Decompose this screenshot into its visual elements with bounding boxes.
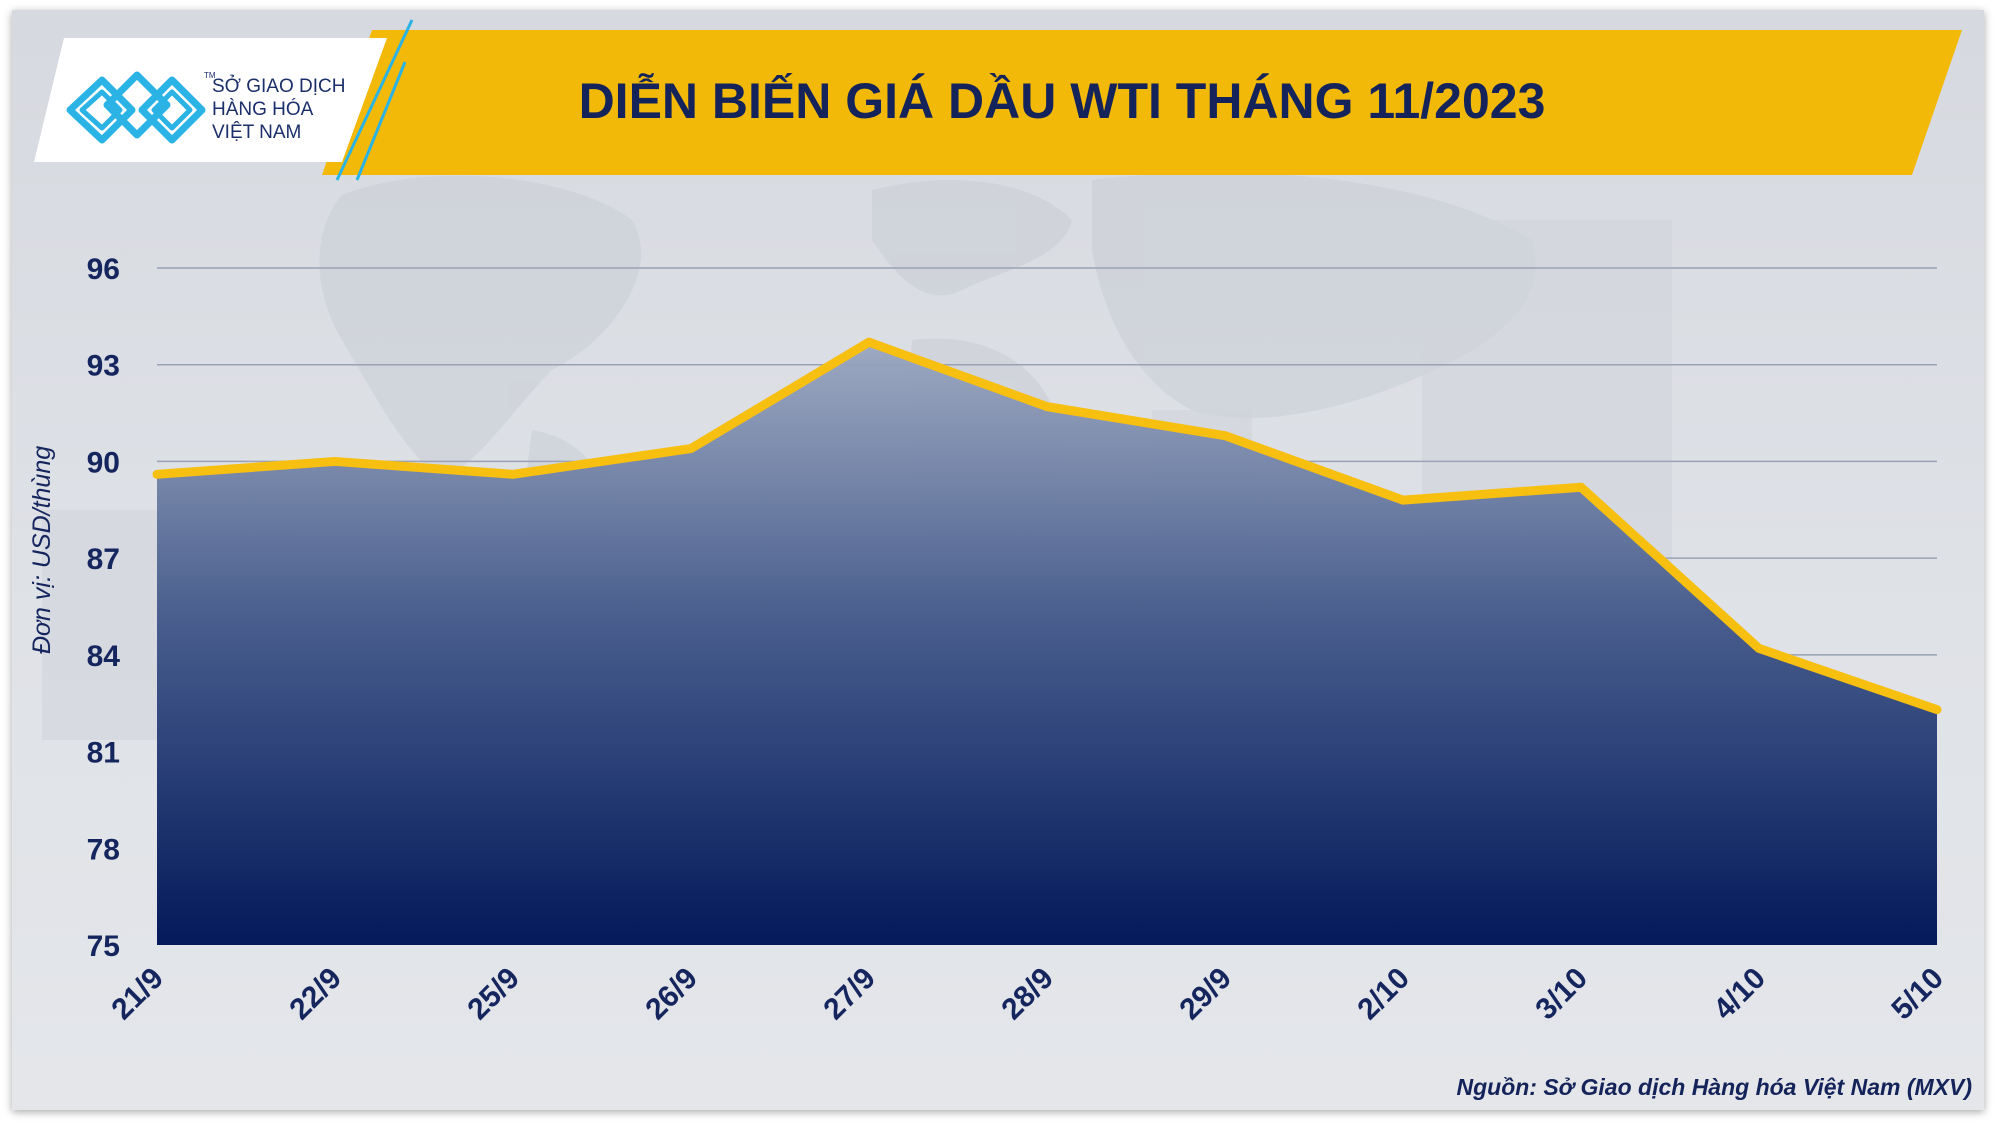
data-point: [1044, 403, 1050, 410]
y-axis-ticks: 75 78 81 84 87 90 93 96: [87, 253, 121, 963]
x-tick-label: 27/9: [817, 962, 882, 1027]
chart-title: DIỄN BIẾN GIÁ DẦU WTI THÁNG 11/2023: [579, 73, 1546, 129]
x-tick-label: 28/9: [995, 962, 1060, 1027]
logo-line2: HÀNG HÓA: [212, 98, 314, 120]
x-tick-label: 2/10: [1351, 962, 1416, 1027]
logo-accent-line: [335, 19, 414, 181]
data-point: [866, 339, 872, 346]
logo-mark-icon: [66, 71, 206, 144]
y-tick-label: 96: [87, 253, 120, 286]
y-tick-label: 90: [87, 446, 120, 479]
y-axis-label: Đơn vị: USD/thùng: [28, 446, 56, 654]
plot-area: [152, 337, 1942, 946]
data-point: [1578, 484, 1584, 491]
x-tick-label: 25/9: [461, 962, 526, 1027]
x-tick-label: 29/9: [1173, 962, 1238, 1027]
y-tick-label: 81: [87, 737, 120, 770]
data-point: [1400, 497, 1406, 504]
data-point: [688, 445, 694, 452]
logo: SỞ GIAO DỊCH HÀNG HÓA VIỆT NAM TM: [34, 19, 414, 181]
title-banner: DIỄN BIẾN GIÁ DẦU WTI THÁNG 11/2023: [322, 30, 1962, 175]
data-point: [1756, 645, 1762, 652]
x-tick-label: 5/10: [1885, 962, 1950, 1027]
data-point: [1222, 432, 1228, 439]
data-point: [154, 471, 160, 478]
x-tick-label: 4/10: [1707, 962, 1772, 1027]
y-tick-label: 78: [87, 833, 120, 866]
logo-tm: TM: [204, 71, 216, 80]
y-tick-label: 87: [87, 543, 120, 576]
logo-line3: VIỆT NAM: [212, 121, 301, 143]
y-tick-label: 93: [87, 350, 120, 383]
chart-svg: DIỄN BIẾN GIÁ DẦU WTI THÁNG 11/2023 SỞ G…: [28, 19, 1972, 1100]
logo-accent-line: [355, 61, 407, 181]
x-tick-label: 26/9: [639, 962, 704, 1027]
source-note: Nguồn: Sở Giao dịch Hàng hóa Việt Nam (M…: [1456, 1074, 1972, 1100]
y-tick-label: 75: [87, 930, 120, 963]
data-point: [332, 458, 338, 465]
x-tick-label: 22/9: [283, 962, 348, 1027]
chart-canvas: DIỄN BIẾN GIÁ DẦU WTI THÁNG 11/2023 SỞ G…: [12, 10, 1984, 1110]
logo-line1: SỞ GIAO DỊCH: [212, 75, 345, 97]
x-axis-ticks: 21/9 22/9 25/9 26/9 27/9 28/9 29/9 2/10 3/10 4/10…: [105, 962, 1950, 1027]
area-fill: [157, 342, 1937, 946]
y-tick-label: 84: [87, 640, 121, 673]
x-tick-label: 21/9: [105, 962, 170, 1027]
x-tick-label: 3/10: [1529, 962, 1594, 1027]
data-point: [510, 471, 516, 478]
data-point: [1934, 706, 1940, 713]
